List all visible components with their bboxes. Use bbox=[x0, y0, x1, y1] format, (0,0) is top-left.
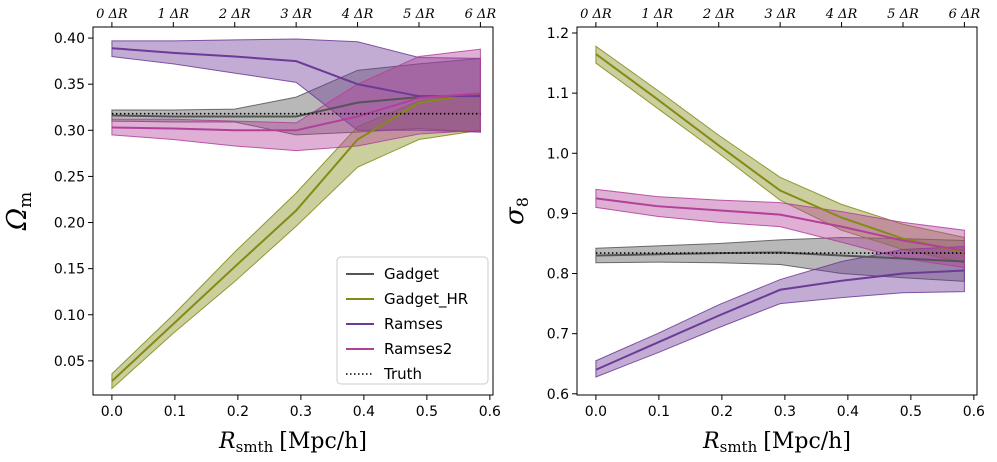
sigma-8-top-xtick-label: 2 ΔR bbox=[702, 7, 735, 22]
sigma-8-ytick-label: 1.1 bbox=[547, 86, 569, 102]
omega-m-ytick-label: 0.30 bbox=[54, 123, 85, 139]
omega-m-ytick-label: 0.35 bbox=[54, 77, 85, 93]
sigma-8-top-xtick-label: 3 ΔR bbox=[764, 7, 796, 22]
sigma-8-xlabel: Rsmth [Mpc/h] bbox=[702, 429, 851, 456]
omega-m-line-ramses bbox=[111, 47, 481, 98]
sigma-8-plot-area bbox=[595, 45, 965, 378]
legend: Gadget Gadget_HR Ramses Ramses2 Truth bbox=[336, 256, 489, 385]
sigma-8-xtick-label: 0.1 bbox=[648, 404, 670, 420]
omega-m-xtick-label: 0.6 bbox=[479, 404, 501, 420]
omega-m-top-xtick-label: 5 ΔR bbox=[403, 7, 435, 22]
sigma-8-ylabel: σ8 bbox=[500, 197, 532, 225]
omega-m-top-xtick-label: 6 ΔR bbox=[465, 7, 497, 22]
sigma-8-xtick-label: 0.4 bbox=[837, 404, 859, 420]
omega-m-xtick-label: 0.4 bbox=[353, 404, 375, 420]
omega-m-xlabel: Rsmth [Mpc/h] bbox=[218, 429, 367, 456]
omega-m-top-xtick-label: 3 ΔR bbox=[280, 7, 312, 22]
omega-m-xtick-label: 0.0 bbox=[101, 404, 123, 420]
sigma-8-ytick-label: 0.7 bbox=[547, 327, 569, 343]
sigma-8-line-ramses bbox=[595, 269, 965, 371]
omega-m-top-xtick-label: 1 ΔR bbox=[158, 7, 190, 22]
sigma-8-ytick-label: 0.6 bbox=[547, 387, 569, 403]
omega-m-panel: 0.0 0.1 0.2 0.3 0.4 0.5 0.6 0 ΔR 1 ΔR 2 ΔR 3 ΔR 4 Δ… bbox=[2, 7, 501, 456]
omega-m-ytick-label: 0.20 bbox=[54, 216, 85, 232]
omega-m-xtick-label: 0.2 bbox=[227, 404, 249, 420]
sigma-8-ytick-label: 1.0 bbox=[547, 146, 569, 162]
sigma-8-axes-frame bbox=[576, 26, 978, 396]
sigma-8-band-ramses bbox=[595, 245, 965, 378]
omega-m-band-ramses bbox=[111, 38, 481, 133]
omega-m-top-xtick-label: 0 ΔR bbox=[96, 7, 128, 22]
sigma-8-xtick-label: 0.6 bbox=[963, 404, 985, 420]
legend-label-gadget-hr: Gadget_HR bbox=[384, 290, 468, 309]
omega-m-ytick-label: 0.40 bbox=[54, 31, 85, 47]
legend-label-gadget: Gadget bbox=[384, 265, 439, 283]
sigma-8-line-gadget-hr bbox=[595, 53, 965, 254]
sigma-8-ytick-label: 0.9 bbox=[547, 206, 569, 222]
sigma-8-top-xtick-label: 0 ΔR bbox=[580, 7, 612, 22]
sigma-8-top-xtick-label: 4 ΔR bbox=[825, 7, 858, 22]
legend-label-ramses2: Ramses2 bbox=[384, 340, 452, 358]
sigma-8-ytick-label: 1.2 bbox=[547, 26, 569, 42]
sigma-8-top-xtick-label: 6 ΔR bbox=[949, 7, 981, 22]
sigma-8-top-xtick-label: 5 ΔR bbox=[887, 7, 919, 22]
sigma-8-top-xtick-label: 1 ΔR bbox=[642, 7, 674, 22]
omega-m-xtick-label: 0.1 bbox=[164, 404, 186, 420]
legend-label-truth: Truth bbox=[383, 365, 422, 383]
omega-m-line-gadget-hr bbox=[111, 92, 481, 382]
omega-m-band-ramses2 bbox=[111, 48, 481, 152]
omega-m-ylabel: Ωm bbox=[2, 192, 36, 232]
sigma-8-ytick-label: 0.8 bbox=[547, 267, 569, 283]
sigma-8-panel: 0.0 0.1 0.2 0.3 0.4 0.5 0.6 0 ΔR 1 ΔR 2 ΔR 3 ΔR 4 Δ… bbox=[500, 7, 985, 456]
omega-m-xtick-label: 0.3 bbox=[290, 404, 312, 420]
legend-box bbox=[336, 256, 489, 385]
omega-m-ytick-label: 0.05 bbox=[54, 354, 85, 370]
sigma-8-xtick-label: 0.5 bbox=[900, 404, 922, 420]
omega-m-ytick-label: 0.15 bbox=[54, 262, 85, 278]
legend-label-ramses: Ramses bbox=[384, 315, 443, 333]
sigma-8-line-ramses2 bbox=[595, 197, 965, 252]
omega-m-axes-frame bbox=[92, 26, 494, 396]
sigma-8-xtick-label: 0.2 bbox=[711, 404, 733, 420]
sigma-8-xtick-label: 0.3 bbox=[774, 404, 796, 420]
omega-m-xtick-label: 0.5 bbox=[416, 404, 438, 420]
omega-m-ytick-label: 0.10 bbox=[54, 308, 85, 324]
omega-m-ytick-label: 0.25 bbox=[54, 169, 85, 185]
omega-m-top-xtick-label: 2 ΔR bbox=[218, 7, 251, 22]
omega-m-plot-area bbox=[111, 38, 481, 390]
omega-m-line-ramses2 bbox=[111, 92, 481, 132]
omega-m-top-xtick-label: 4 ΔR bbox=[341, 7, 374, 22]
sigma-8-xtick-label: 0.0 bbox=[585, 404, 607, 420]
